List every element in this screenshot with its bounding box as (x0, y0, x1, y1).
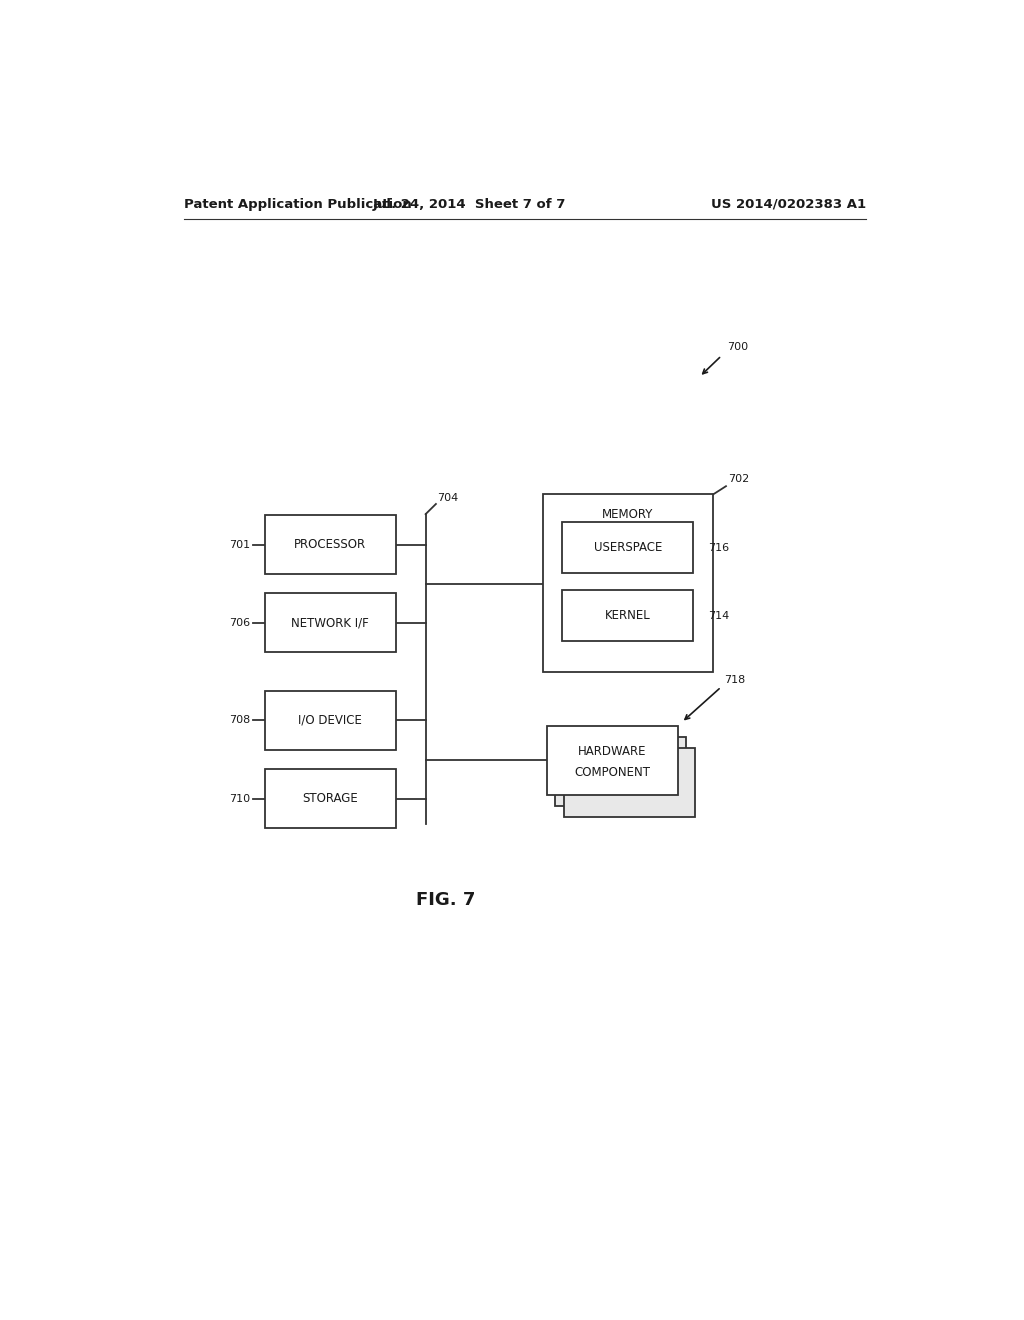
Bar (555, 737, 686, 805)
Text: FIG. 7: FIG. 7 (416, 891, 475, 909)
Text: 702: 702 (728, 474, 750, 484)
Text: PROCESSOR: PROCESSOR (294, 539, 367, 552)
Text: KERNEL: KERNEL (605, 610, 651, 622)
Text: 718: 718 (724, 675, 744, 685)
Text: COMPONENT: COMPONENT (574, 766, 650, 779)
Text: 716: 716 (708, 543, 729, 553)
Text: Patent Application Publication: Patent Application Publication (183, 198, 412, 211)
Text: 706: 706 (229, 618, 251, 628)
Text: Jul. 24, 2014  Sheet 7 of 7: Jul. 24, 2014 Sheet 7 of 7 (373, 198, 566, 211)
Text: STORAGE: STORAGE (302, 792, 358, 805)
Text: US 2014/0202383 A1: US 2014/0202383 A1 (711, 198, 866, 211)
Bar (564, 748, 695, 817)
Bar (562, 523, 693, 573)
Text: 701: 701 (229, 540, 251, 549)
Text: 714: 714 (708, 611, 729, 620)
Text: MEMORY: MEMORY (602, 507, 653, 520)
Bar (547, 726, 678, 795)
Text: HARDWARE: HARDWARE (578, 746, 646, 759)
Text: 710: 710 (229, 793, 251, 804)
Text: I/O DEVICE: I/O DEVICE (298, 714, 362, 727)
Bar (543, 494, 714, 672)
Bar (265, 515, 396, 574)
Text: 700: 700 (727, 342, 749, 351)
Bar (265, 770, 396, 828)
Text: 704: 704 (437, 492, 459, 503)
Bar (265, 690, 396, 750)
Bar (562, 590, 693, 642)
Text: 708: 708 (229, 715, 251, 726)
Text: USERSPACE: USERSPACE (594, 541, 663, 554)
Text: NETWORK I/F: NETWORK I/F (292, 616, 370, 630)
Bar (265, 594, 396, 652)
